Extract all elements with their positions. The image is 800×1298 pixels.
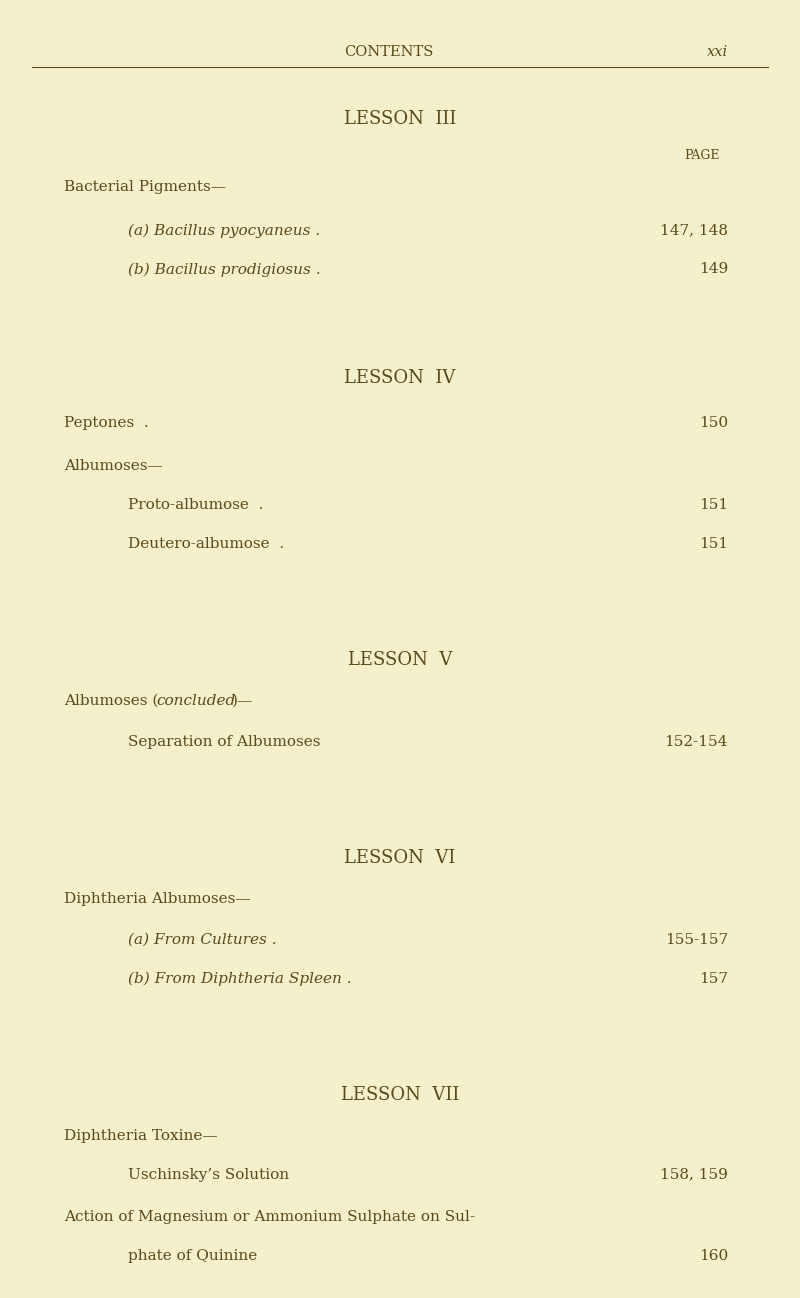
Text: 147, 148: 147, 148 <box>660 223 728 238</box>
Text: Proto-albumose  .: Proto-albumose . <box>128 498 263 511</box>
Text: 160: 160 <box>698 1250 728 1263</box>
Text: 157: 157 <box>699 972 728 985</box>
Text: )—: )— <box>232 694 254 707</box>
Text: phate of Quinine: phate of Quinine <box>128 1250 258 1263</box>
Text: Uschinsky’s Solution: Uschinsky’s Solution <box>128 1168 289 1181</box>
Text: Diphtheria Toxine—: Diphtheria Toxine— <box>64 1129 218 1142</box>
Text: 149: 149 <box>698 262 728 276</box>
Text: Albumoses—: Albumoses— <box>64 459 162 472</box>
Text: (b) From Diphtheria Spleen .: (b) From Diphtheria Spleen . <box>128 972 352 986</box>
Text: (a) From Cultures .: (a) From Cultures . <box>128 933 277 946</box>
Text: Deutero-albumose  .: Deutero-albumose . <box>128 537 284 550</box>
Text: LESSON  III: LESSON III <box>344 110 456 129</box>
Text: xxi: xxi <box>707 45 728 60</box>
Text: 158, 159: 158, 159 <box>660 1168 728 1181</box>
Text: CONTENTS: CONTENTS <box>344 45 434 60</box>
Text: LESSON  V: LESSON V <box>348 652 452 668</box>
Text: concluded: concluded <box>156 694 235 707</box>
Text: 152-154: 152-154 <box>665 735 728 749</box>
Text: 150: 150 <box>699 417 728 430</box>
Text: PAGE: PAGE <box>685 149 720 162</box>
Text: LESSON  VI: LESSON VI <box>344 849 456 867</box>
Text: Separation of Albumoses: Separation of Albumoses <box>128 735 321 749</box>
Text: Bacterial Pigments—: Bacterial Pigments— <box>64 180 226 195</box>
Text: Action of Magnesium or Ammonium Sulphate on Sul-: Action of Magnesium or Ammonium Sulphate… <box>64 1211 475 1224</box>
Text: LESSON  VII: LESSON VII <box>341 1086 459 1103</box>
Text: (b) Bacillus prodigiosus .: (b) Bacillus prodigiosus . <box>128 262 321 276</box>
Text: Peptones  .: Peptones . <box>64 417 149 430</box>
Text: Diphtheria Albumoses—: Diphtheria Albumoses— <box>64 892 250 906</box>
Text: LESSON  IV: LESSON IV <box>344 369 456 387</box>
Text: 151: 151 <box>699 537 728 550</box>
Text: 155-157: 155-157 <box>665 933 728 946</box>
Text: (a) Bacillus pyocyaneus .: (a) Bacillus pyocyaneus . <box>128 223 320 238</box>
Text: Albumoses (: Albumoses ( <box>64 694 158 707</box>
Text: 151: 151 <box>699 498 728 511</box>
